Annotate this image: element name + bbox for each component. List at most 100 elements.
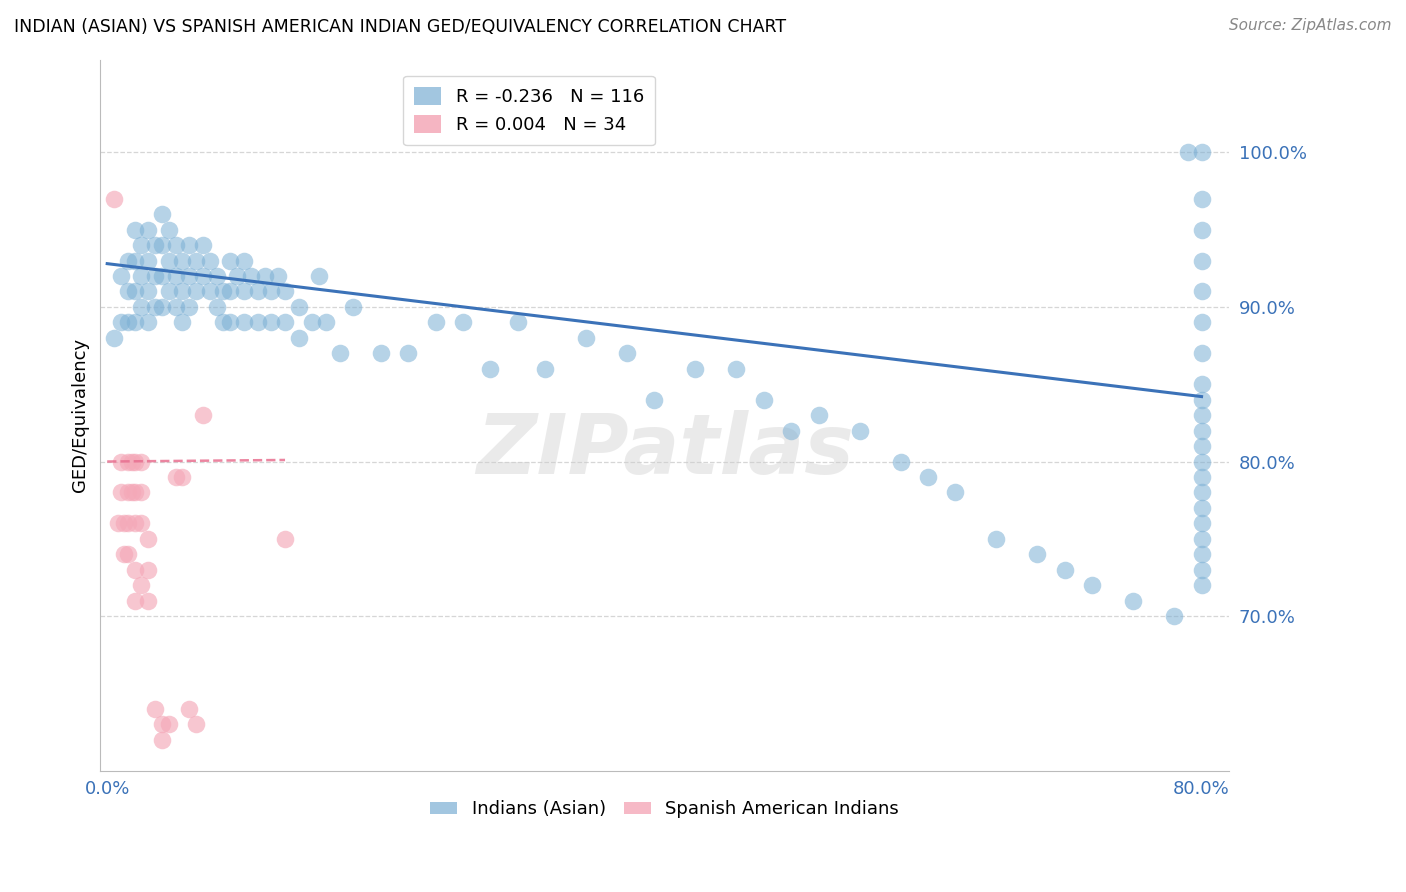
Point	[136, 593, 159, 607]
Point	[233, 285, 256, 299]
Point	[1163, 609, 1185, 624]
Point	[1191, 578, 1213, 592]
Point	[1081, 578, 1104, 592]
Point	[131, 578, 153, 592]
Point	[136, 563, 159, 577]
Point	[150, 732, 173, 747]
Point	[157, 253, 180, 268]
Point	[246, 285, 269, 299]
Point	[150, 238, 173, 252]
Point	[124, 222, 146, 236]
Point	[184, 717, 207, 731]
Point	[1191, 470, 1213, 484]
Point	[534, 361, 557, 376]
Point	[1191, 222, 1213, 236]
Point	[121, 485, 143, 500]
Point	[172, 470, 194, 484]
Point	[165, 300, 187, 314]
Point	[1191, 285, 1213, 299]
Point	[136, 222, 159, 236]
Point	[124, 516, 146, 531]
Point	[1191, 532, 1213, 546]
Point	[1191, 485, 1213, 500]
Point	[124, 563, 146, 577]
Point	[124, 454, 146, 468]
Point	[1191, 346, 1213, 360]
Point	[943, 485, 966, 500]
Text: INDIAN (ASIAN) VS SPANISH AMERICAN INDIAN GED/EQUIVALENCY CORRELATION CHART: INDIAN (ASIAN) VS SPANISH AMERICAN INDIA…	[14, 18, 786, 36]
Point	[685, 361, 707, 376]
Point	[807, 408, 830, 422]
Point	[172, 253, 194, 268]
Point	[1191, 253, 1213, 268]
Point	[917, 470, 939, 484]
Point	[274, 315, 297, 329]
Point	[479, 361, 502, 376]
Point	[121, 454, 143, 468]
Point	[219, 253, 242, 268]
Point	[205, 268, 228, 283]
Point	[260, 285, 283, 299]
Point	[370, 346, 392, 360]
Point	[1053, 563, 1076, 577]
Point	[287, 331, 309, 345]
Point	[212, 285, 235, 299]
Point	[184, 253, 207, 268]
Point	[124, 485, 146, 500]
Point	[226, 268, 249, 283]
Point	[179, 268, 201, 283]
Point	[124, 253, 146, 268]
Point	[1191, 377, 1213, 392]
Point	[725, 361, 748, 376]
Point	[260, 315, 283, 329]
Point	[131, 454, 153, 468]
Point	[150, 268, 173, 283]
Point	[172, 285, 194, 299]
Point	[150, 300, 173, 314]
Point	[117, 485, 139, 500]
Point	[191, 268, 214, 283]
Point	[233, 253, 256, 268]
Point	[1191, 454, 1213, 468]
Point	[329, 346, 352, 360]
Point	[157, 717, 180, 731]
Point	[212, 315, 235, 329]
Point	[616, 346, 638, 360]
Point	[1191, 563, 1213, 577]
Point	[301, 315, 323, 329]
Point	[1191, 145, 1213, 160]
Point	[274, 532, 297, 546]
Point	[239, 268, 262, 283]
Point	[157, 222, 180, 236]
Point	[848, 424, 870, 438]
Legend: Indians (Asian), Spanish American Indians: Indians (Asian), Spanish American Indian…	[423, 793, 907, 826]
Point	[131, 485, 153, 500]
Point	[112, 547, 135, 561]
Point	[1191, 547, 1213, 561]
Point	[124, 285, 146, 299]
Point	[165, 268, 187, 283]
Point	[198, 253, 221, 268]
Point	[143, 268, 166, 283]
Point	[157, 285, 180, 299]
Point	[136, 285, 159, 299]
Point	[233, 315, 256, 329]
Point	[1191, 408, 1213, 422]
Point	[506, 315, 529, 329]
Point	[342, 300, 364, 314]
Point	[110, 485, 132, 500]
Point	[1191, 500, 1213, 515]
Point	[143, 702, 166, 716]
Point	[267, 268, 290, 283]
Point	[103, 192, 125, 206]
Point	[396, 346, 419, 360]
Point	[103, 331, 125, 345]
Point	[131, 268, 153, 283]
Point	[117, 285, 139, 299]
Point	[117, 253, 139, 268]
Point	[1191, 315, 1213, 329]
Point	[1191, 392, 1213, 407]
Point	[110, 454, 132, 468]
Text: ZIPatlas: ZIPatlas	[475, 410, 853, 491]
Point	[110, 268, 132, 283]
